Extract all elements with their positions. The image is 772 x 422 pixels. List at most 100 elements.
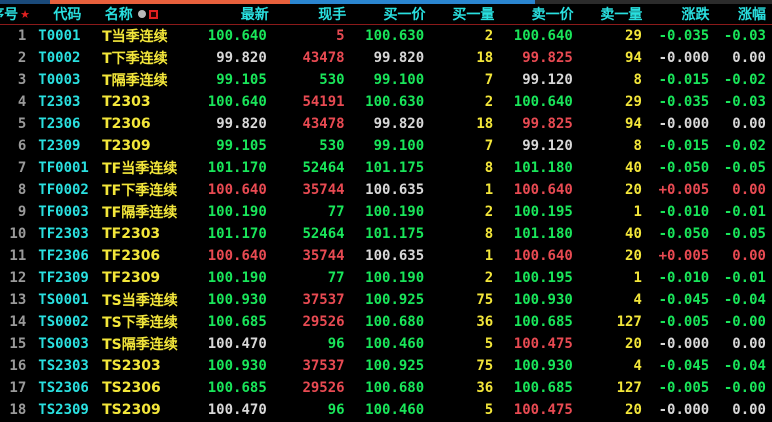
row-volume: 54191 <box>302 94 345 110</box>
table-row[interactable]: 15 TS0003 TS隔季连续 100.470 96 100.460 5 100.475 20… <box>0 333 772 355</box>
table-row[interactable]: 16 TS2303 TS2303 100.930 37537 100.925 75 100.9… <box>0 355 772 377</box>
row-change: -0.045 <box>658 358 710 374</box>
row-bid-price: 99.820 <box>373 116 425 132</box>
row-code: T0001 <box>38 28 81 44</box>
row-index: 13 <box>9 292 27 308</box>
header-label: 现手 <box>318 7 347 23</box>
row-ask-price: 101.180 <box>513 226 573 242</box>
table-row[interactable]: 3 T0003 T隔季连续 99.105 530 99.100 7 99.120 8 -0.015… <box>0 69 772 91</box>
gray-dot-icon[interactable] <box>137 10 146 18</box>
header-col-ask-volume[interactable]: 卖一量 <box>580 4 649 24</box>
row-ask-volume: 1 <box>633 204 642 220</box>
row-last-price: 100.685 <box>207 314 267 330</box>
row-bid-volume: 75 <box>476 358 494 374</box>
row-bid-price: 100.925 <box>365 292 425 308</box>
row-change-pct: -0.03 <box>723 94 766 110</box>
table-row[interactable]: 7 TF0001 TF当季连续 101.170 52464 101.175 8 101.180… <box>0 157 772 179</box>
row-ask-price: 99.825 <box>522 50 573 66</box>
header-label: 买一价 <box>383 7 426 23</box>
row-change-pct: -0.04 <box>723 292 766 308</box>
header-label: 卖一量 <box>600 7 643 23</box>
row-ask-volume: 40 <box>625 160 642 176</box>
table-row[interactable]: 11 TF2306 TF2306 100.640 35744 100.635 1 100.64… <box>0 245 772 267</box>
row-index: 11 <box>9 248 27 264</box>
row-bid-volume: 2 <box>484 270 494 286</box>
red-square-icon[interactable] <box>148 9 158 19</box>
table-row[interactable]: 12 TF2309 TF2309 100.190 77 100.190 2 100.195 1-… <box>0 267 772 289</box>
row-name: TS2306 <box>102 380 161 396</box>
table-row[interactable]: 10 TF2303 TF2303 101.170 52464 101.175 8 101.18… <box>0 223 772 245</box>
row-code: T2309 <box>38 138 81 154</box>
row-name: T2303 <box>102 94 151 110</box>
row-change: -0.050 <box>658 226 710 242</box>
row-ask-volume: 127 <box>616 314 642 330</box>
row-change: -0.035 <box>658 94 710 110</box>
table-row[interactable]: 2 T0002 T下季连续 99.820 43478 99.820 18 99.825 94 -0… <box>0 47 772 69</box>
table-row[interactable]: 4 T2303 T2303 100.640 54191 100.630 2 100.640 29… <box>0 91 772 113</box>
row-last-price: 100.190 <box>207 204 267 220</box>
row-ask-price: 100.685 <box>513 314 573 330</box>
header-col-bid-price[interactable]: 买一价 <box>352 4 431 24</box>
header-col-change-pct[interactable]: 涨幅 <box>715 4 772 24</box>
table-row[interactable]: 6 T2309 T2309 99.105 530 99.100 7 99.120 8 -0.015… <box>0 135 772 157</box>
header-label: 最新 <box>240 7 269 23</box>
row-volume: 96 <box>327 336 345 352</box>
header-col-index[interactable]: 序号★ <box>0 4 36 24</box>
row-bid-price: 101.175 <box>365 160 425 176</box>
header-col-code[interactable]: 代码 <box>36 4 99 24</box>
row-last-price: 99.820 <box>216 50 267 66</box>
row-ask-volume: 1 <box>633 270 642 286</box>
table-row[interactable]: 1 T0001 T当季连续 100.640 5 100.630 2 100.640 29 -0.0… <box>0 25 772 47</box>
row-change: -0.010 <box>658 270 710 286</box>
row-ask-price: 99.825 <box>522 116 573 132</box>
row-index: 10 <box>9 226 27 242</box>
header-col-ask-price[interactable]: 卖一价 <box>500 4 579 24</box>
row-bid-volume: 8 <box>484 226 494 242</box>
row-last-price: 100.640 <box>207 248 267 264</box>
header-col-last[interactable]: 最新 <box>196 4 275 24</box>
header-col-name[interactable]: 名称 <box>99 4 196 24</box>
row-name: T2306 <box>102 116 151 132</box>
row-ask-price: 100.640 <box>513 182 573 198</box>
row-last-price: 100.640 <box>207 182 267 198</box>
header-col-volume[interactable]: 现手 <box>275 4 353 24</box>
row-bid-volume: 1 <box>484 182 494 198</box>
row-bid-volume: 5 <box>484 402 494 418</box>
row-ask-price: 100.685 <box>513 380 573 396</box>
row-code: T0003 <box>38 72 81 88</box>
row-ask-volume: 20 <box>625 336 642 352</box>
row-code: TS2309 <box>38 402 89 418</box>
header-col-change[interactable]: 涨跌 <box>648 4 715 24</box>
row-bid-price: 100.925 <box>365 358 425 374</box>
row-index: 9 <box>17 204 27 220</box>
row-bid-volume: 2 <box>484 28 494 44</box>
table-row[interactable]: 17 TS2306 TS2306 100.685 29526 100.680 36 100.6… <box>0 377 772 399</box>
header-label: 涨幅 <box>738 7 767 23</box>
table-row[interactable]: 5 T2306 T2306 99.820 43478 99.820 18 99.825 94 -0… <box>0 113 772 135</box>
table-row[interactable]: 13 TS0001 TS当季连续 100.930 37537 100.925 75 100.9… <box>0 289 772 311</box>
row-name: T2309 <box>102 138 151 154</box>
strip-segment-3 <box>535 0 772 4</box>
row-volume: 35744 <box>302 182 345 198</box>
row-last-price: 100.640 <box>207 28 267 44</box>
row-volume: 29526 <box>302 314 345 330</box>
star-icon[interactable]: ★ <box>20 7 30 21</box>
row-volume: 5 <box>336 28 345 44</box>
table-row[interactable]: 9 TF0003 TF隔季连续 100.190 77 100.190 2 100.195 1 -0… <box>0 201 772 223</box>
row-bid-price: 99.100 <box>373 72 425 88</box>
row-bid-volume: 8 <box>484 160 494 176</box>
row-bid-price: 100.190 <box>365 204 425 220</box>
strip-segment-1 <box>50 0 290 4</box>
header-col-bid-volume[interactable]: 买一量 <box>432 4 501 24</box>
row-code: TS2306 <box>38 380 89 396</box>
row-index: 16 <box>9 358 27 374</box>
row-bid-volume: 7 <box>484 72 494 88</box>
table-row[interactable]: 8 TF0002 TF下季连续 100.640 35744 100.635 1 100.640… <box>0 179 772 201</box>
table-row[interactable]: 18 TS2309 TS2309 100.470 96 100.460 5 100.475 20… <box>0 399 772 421</box>
row-bid-volume: 2 <box>484 204 494 220</box>
table-row[interactable]: 14 TS0002 TS下季连续 100.685 29526 100.680 36 100.6… <box>0 311 772 333</box>
row-name: TS当季连续 <box>102 293 178 309</box>
row-bid-volume: 2 <box>484 94 494 110</box>
header-label: 买一量 <box>452 7 495 23</box>
row-volume: 29526 <box>302 380 345 396</box>
